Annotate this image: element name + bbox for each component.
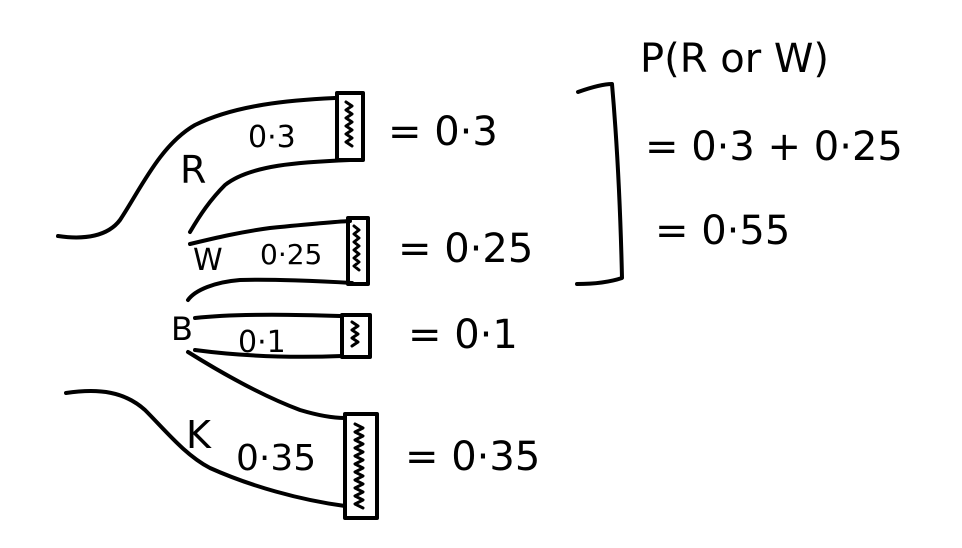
prob-k: 0·35 (236, 438, 316, 479)
result-r: = 0·3 (388, 109, 498, 155)
letter-w: W (193, 243, 223, 278)
letter-k: K (186, 413, 212, 457)
calc-line-3: = 0·55 (655, 208, 790, 254)
prob-b: 0·1 (238, 325, 286, 360)
endcap-w (346, 216, 370, 286)
letter-r: R (180, 148, 206, 192)
result-k: = 0·35 (405, 434, 540, 480)
endcap-r (335, 91, 365, 162)
prob-r: 0·3 (248, 120, 296, 155)
branch-band-w (188, 219, 352, 246)
calc-line-1: P(R or W) (640, 36, 829, 82)
left-stem-bottom (64, 389, 347, 508)
branch-band-k (186, 350, 347, 420)
result-w: = 0·25 (398, 226, 533, 272)
bracket (575, 82, 624, 286)
branch-band-b-lower (193, 348, 344, 359)
prob-w: 0·25 (260, 238, 322, 271)
result-b: = 0·1 (408, 312, 518, 358)
branch-band-b (193, 312, 342, 320)
endcap-b (340, 313, 372, 359)
branch-band-w-lower (186, 277, 354, 302)
branch-band-r (188, 158, 352, 234)
endcap-k (343, 412, 379, 520)
letter-b: B (171, 310, 193, 348)
calc-line-2: = 0·3 + 0·25 (645, 124, 903, 170)
left-stem-top (56, 96, 337, 240)
